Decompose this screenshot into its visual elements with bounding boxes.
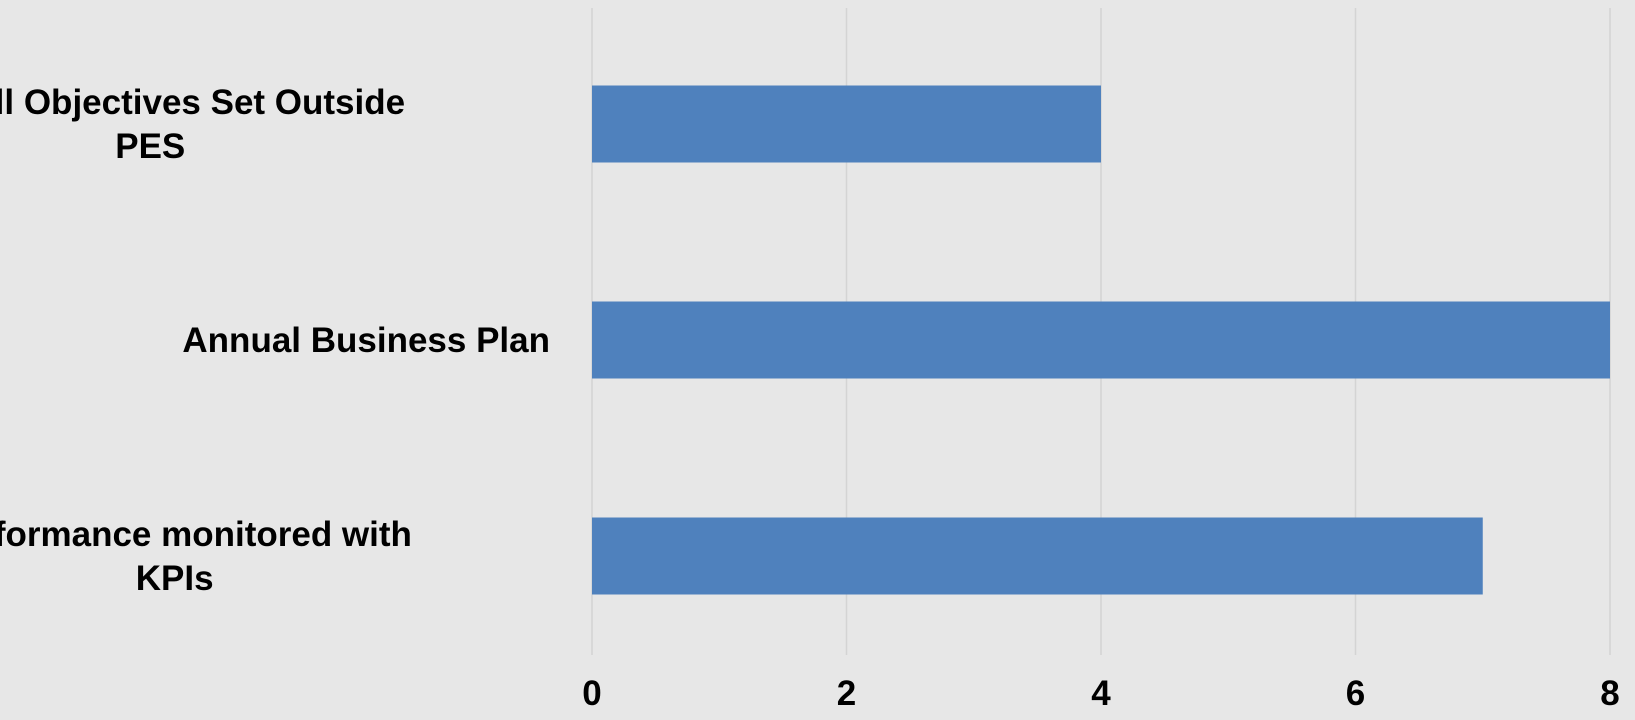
category-label-line: KPIs: [136, 559, 214, 598]
category-label-line: Overall Objectives Set Outside: [0, 83, 405, 122]
bars: [592, 85, 1610, 595]
category-label-1: Overall Objectives Set Outside PES: [0, 83, 405, 166]
category-label-3: Performance monitored with KPIs: [0, 515, 412, 598]
x-tick-label-6: 6: [1346, 674, 1365, 713]
x-axis-tick-labels: 0 2 4 6 8: [582, 674, 1619, 713]
category-label-line: Performance monitored with: [0, 515, 412, 554]
x-tick-label-0: 0: [582, 674, 601, 713]
bar-2: [592, 301, 1610, 379]
bar-1: [592, 85, 1101, 163]
category-label-2: Annual Business Plan: [182, 321, 550, 360]
x-tick-label-4: 4: [1091, 674, 1111, 713]
x-tick-label-8: 8: [1600, 674, 1619, 713]
category-labels: Overall Objectives Set Outside PES Annual …: [0, 83, 550, 598]
category-label-line: Annual Business Plan: [182, 321, 550, 360]
x-tick-label-2: 2: [837, 674, 856, 713]
bar-3: [592, 517, 1483, 595]
category-label-line: PES: [115, 127, 185, 166]
